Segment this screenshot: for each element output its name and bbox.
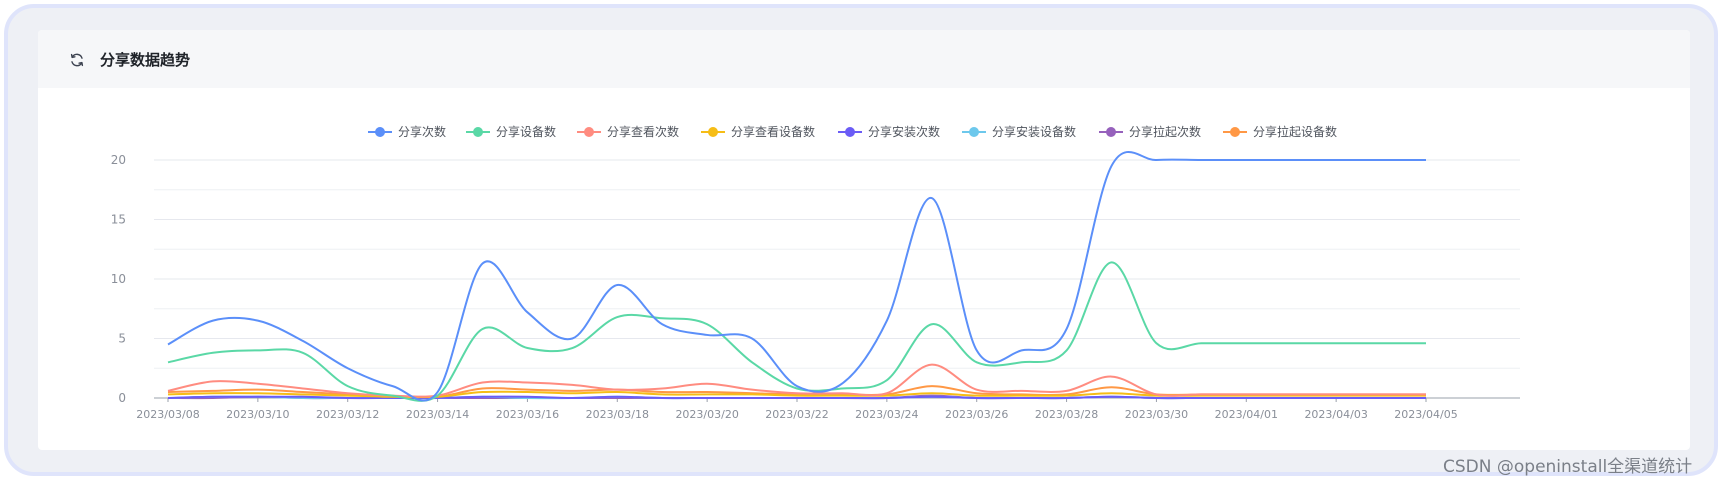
chart-legend: 分享次数 分享设备数 分享查看次数 分享查看设备数 分享安装次数 分享安装设备数 分享拉起次… bbox=[368, 124, 1337, 139]
y-tick-label: 15 bbox=[111, 213, 126, 227]
legend-item[interactable]: 分享拉起次数 bbox=[1099, 124, 1201, 139]
y-tick-label: 10 bbox=[111, 272, 126, 286]
legend-marker bbox=[845, 127, 855, 137]
legend-marker bbox=[473, 127, 483, 137]
legend-marker bbox=[375, 127, 385, 137]
x-tick-label: 2023/03/30 bbox=[1125, 408, 1188, 421]
legend-item[interactable]: 分享次数 bbox=[368, 124, 446, 139]
chart-grid bbox=[154, 159, 1520, 399]
legend-label: 分享次数 bbox=[398, 124, 446, 139]
x-tick-label: 2023/04/01 bbox=[1215, 408, 1278, 421]
legend-marker bbox=[969, 127, 979, 137]
x-tick-label: 2023/04/05 bbox=[1394, 408, 1457, 421]
series-line bbox=[167, 363, 1426, 398]
y-tick-label: 5 bbox=[118, 332, 126, 346]
trend-line-chart: 分享次数 分享设备数 分享查看次数 分享查看设备数 分享安装次数 分享安装设备数 分享拉起次… bbox=[111, 124, 1520, 421]
legend-label: 分享拉起设备数 bbox=[1253, 124, 1337, 139]
x-tick-label: 2023/03/10 bbox=[226, 408, 289, 421]
chart-card: 分享数据趋势 分享次数 分享设备数 分享查看次数 分享查看设备数 分享安装次数 分享安装设… bbox=[38, 30, 1690, 450]
x-tick-label: 2023/03/12 bbox=[316, 408, 379, 421]
x-tick-label: 2023/03/28 bbox=[1035, 408, 1098, 421]
legend-marker bbox=[708, 127, 718, 137]
legend-label: 分享安装次数 bbox=[868, 124, 940, 139]
refresh-icon[interactable] bbox=[68, 51, 86, 69]
x-tick-label: 2023/03/24 bbox=[855, 408, 918, 421]
y-tick-label: 20 bbox=[111, 153, 126, 167]
x-tick-label: 2023/03/20 bbox=[675, 408, 738, 421]
legend-item[interactable]: 分享拉起设备数 bbox=[1223, 124, 1337, 139]
legend-marker bbox=[1106, 127, 1116, 137]
legend-marker bbox=[584, 127, 594, 137]
x-tick-label: 2023/03/22 bbox=[765, 408, 828, 421]
x-tick-label: 2023/03/18 bbox=[586, 408, 649, 421]
legend-marker bbox=[1230, 127, 1240, 137]
watermark: CSDN @openinstall全渠道统计 bbox=[1443, 457, 1693, 477]
y-axis: 0 5 10 15 20 bbox=[111, 153, 126, 405]
card-header: 分享数据趋势 bbox=[38, 30, 1690, 88]
x-axis: 2023/03/08 2023/03/10 2023/03/12 2023/03/14… bbox=[136, 398, 1458, 421]
x-tick-label: 2023/03/08 bbox=[136, 408, 199, 421]
x-tick-label: 2023/03/26 bbox=[945, 408, 1008, 421]
x-tick-label: 2023/03/14 bbox=[406, 408, 469, 421]
series-line bbox=[167, 390, 1426, 399]
y-tick-label: 0 bbox=[118, 391, 126, 405]
legend-item[interactable]: 分享安装次数 bbox=[838, 124, 940, 139]
legend-label: 分享设备数 bbox=[496, 124, 556, 139]
legend-item[interactable]: 分享设备数 bbox=[466, 124, 556, 139]
x-tick-label: 2023/04/03 bbox=[1304, 408, 1367, 421]
legend-item[interactable]: 分享查看次数 bbox=[577, 124, 679, 139]
legend-label: 分享拉起次数 bbox=[1129, 124, 1201, 139]
series-line bbox=[167, 395, 1426, 400]
legend-label: 分享安装设备数 bbox=[992, 124, 1076, 139]
x-tick-label: 2023/03/16 bbox=[496, 408, 559, 421]
series-line bbox=[167, 261, 1426, 402]
legend-item[interactable]: 分享查看设备数 bbox=[701, 124, 815, 139]
chart-series bbox=[167, 151, 1426, 402]
card-title: 分享数据趋势 bbox=[100, 51, 191, 69]
legend-label: 分享查看次数 bbox=[607, 124, 679, 139]
legend-item[interactable]: 分享安装设备数 bbox=[962, 124, 1076, 139]
legend-label: 分享查看设备数 bbox=[731, 124, 815, 139]
series-line bbox=[167, 151, 1426, 402]
